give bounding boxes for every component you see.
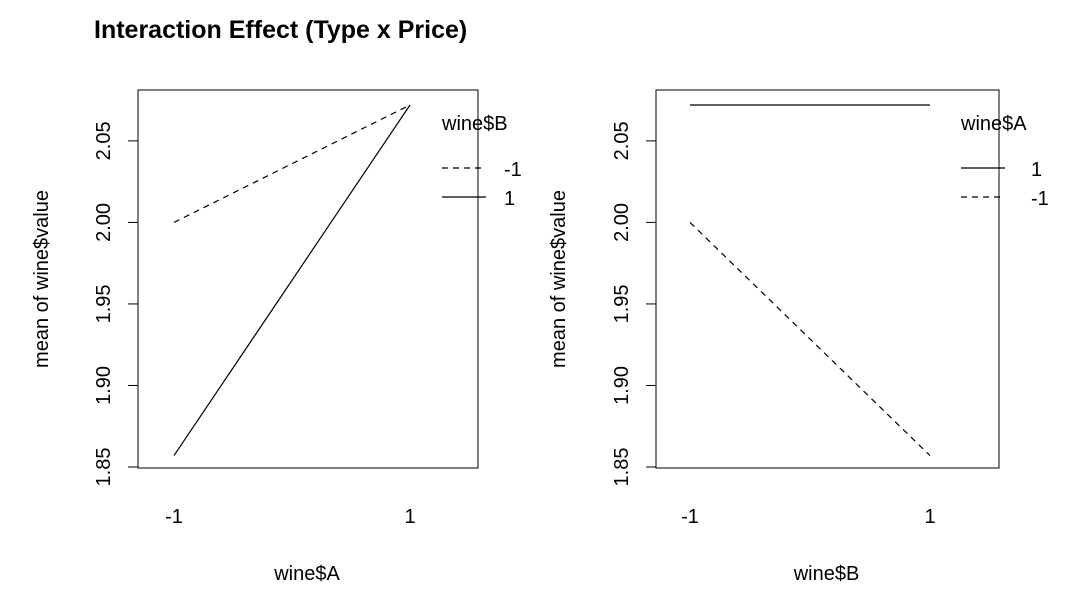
panel1-x-axis-label: wine$A xyxy=(273,563,340,585)
panel2-frame xyxy=(655,89,1000,469)
panel1-ytick-label-2: 1.95 xyxy=(93,284,115,323)
panel2-ytick-label-4: 2.05 xyxy=(611,121,633,160)
panel2-xtick-label-0: -1 xyxy=(681,506,699,528)
panel2-legend-title: wine$A xyxy=(960,113,1027,135)
panel1-legend-label-0: -1 xyxy=(504,159,522,181)
panel1-xtick-label-0: -1 xyxy=(165,506,183,528)
panel2-y-axis-label: mean of wine$value xyxy=(548,190,570,368)
panel1-ytick-label-4: 2.05 xyxy=(93,121,115,160)
panel1-series-line-1 xyxy=(173,104,411,456)
panel2-x-axis-label: wine$B xyxy=(793,563,860,585)
panel2-xtick-label-1: 1 xyxy=(924,506,935,528)
panel2-legend-label-0: 1 xyxy=(1031,159,1042,181)
panel2-ytick-label-0: 1.85 xyxy=(611,448,633,487)
panel2-series-line-1 xyxy=(689,221,931,457)
panel1-xtick-label-1: 1 xyxy=(404,506,415,528)
panel1-ytick-label-3: 2.00 xyxy=(93,203,115,242)
panel1-ytick-label-1: 1.90 xyxy=(93,366,115,405)
panel2-ytick-label-1: 1.90 xyxy=(611,366,633,405)
panel1-legend-label-1: 1 xyxy=(504,188,515,210)
panel1-y-axis-label: mean of wine$value xyxy=(31,190,53,368)
chart-title: Interaction Effect (Type x Price) xyxy=(94,16,468,44)
panel1-frame xyxy=(137,89,479,469)
panel2-ytick-label-3: 2.00 xyxy=(611,203,633,242)
panel1-legend-title: wine$B xyxy=(441,113,508,135)
panel2-legend-label-1: -1 xyxy=(1031,188,1049,210)
panel1-ytick-label-0: 1.85 xyxy=(93,448,115,487)
panel2-ytick-label-2: 1.95 xyxy=(611,284,633,323)
panel1-series-line-0 xyxy=(173,104,411,223)
